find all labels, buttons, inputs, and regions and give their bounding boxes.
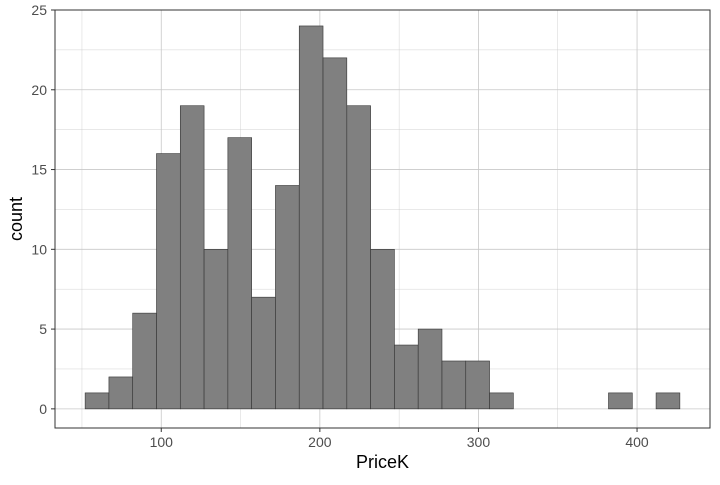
histogram-bar [156,153,181,410]
y-axis-ticks: 0 5 10 15 20 25 [31,2,55,417]
x-tick-label: 100 [150,434,174,450]
histogram-bar [275,185,300,410]
histogram-bar [227,137,252,410]
panel-frame [54,9,711,429]
histogram-bar [394,344,419,410]
y-axis-title: count [6,197,26,241]
y-tick-label: 25 [31,2,47,18]
histogram-bar [465,360,490,410]
panel-border [54,9,711,429]
histogram-bar [370,249,395,410]
x-tick-label: 300 [467,434,491,450]
y-tick-label: 10 [31,241,47,257]
histogram-bar [346,105,371,410]
bars [84,25,681,410]
x-tick-label: 200 [308,434,332,450]
histogram-bar [132,312,157,410]
histogram-bar [441,360,467,410]
x-axis-title: PriceK [356,452,409,472]
histogram-bar [108,376,134,410]
y-tick-label: 20 [31,82,47,98]
histogram-bar [251,296,276,410]
histogram-bar [489,392,514,410]
histogram-bar [203,249,229,410]
y-tick-label: 5 [39,321,47,337]
histogram-bar [322,57,348,410]
histogram-bar [417,328,443,410]
histogram-bar [608,392,633,410]
x-tick-label: 400 [625,434,649,450]
x-axis-ticks: 100 200 300 400 [150,428,649,450]
y-tick-label: 15 [31,162,47,178]
histogram-bar [655,392,681,410]
histogram-bar [84,392,110,410]
histogram-bar [179,105,205,410]
histogram-bar [298,25,324,410]
y-tick-label: 0 [39,401,47,417]
